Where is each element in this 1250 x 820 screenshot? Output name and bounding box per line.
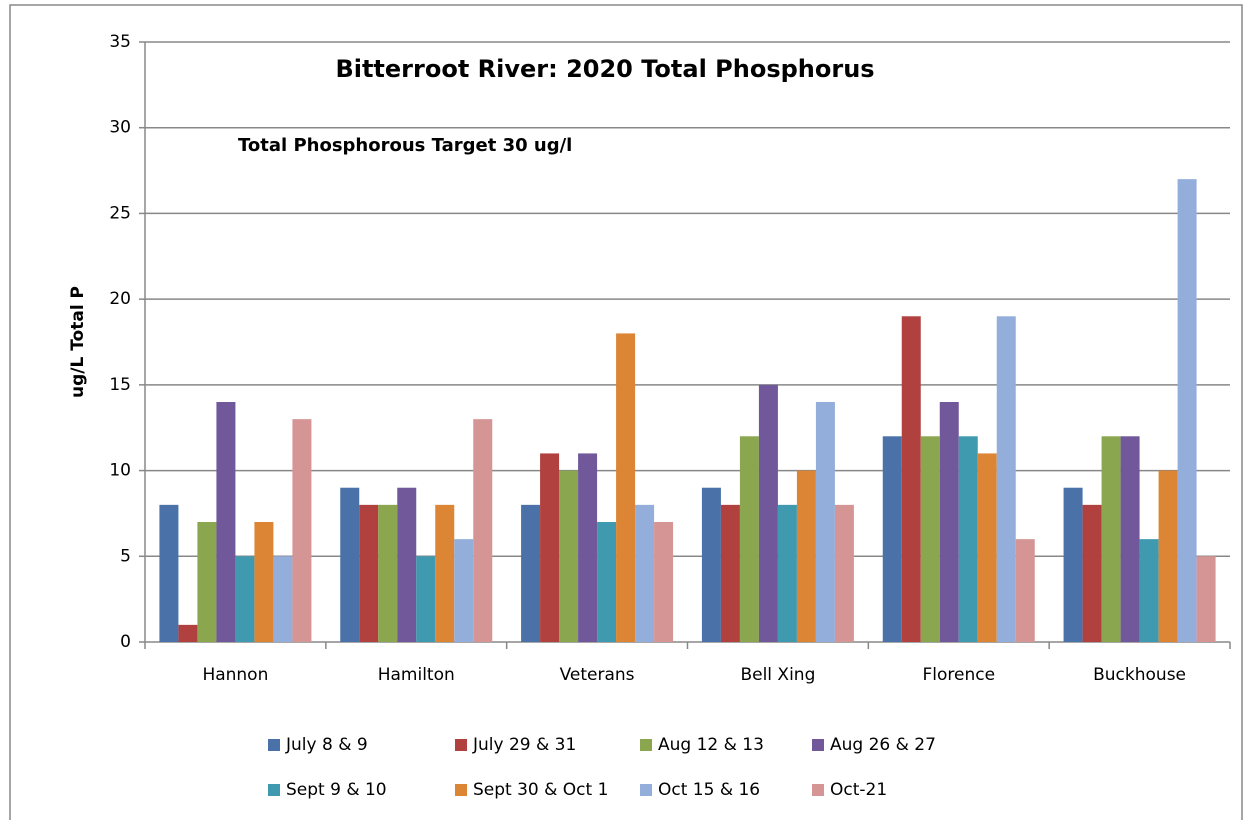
y-tick-label: 30 bbox=[109, 118, 131, 138]
bar bbox=[1101, 436, 1121, 642]
bar bbox=[1158, 470, 1178, 642]
legend-label: Oct-21 bbox=[830, 780, 887, 800]
bar bbox=[235, 556, 255, 642]
chart-border bbox=[9, 4, 1243, 820]
bar bbox=[635, 504, 655, 642]
legend-label: Aug 12 & 13 bbox=[658, 735, 764, 755]
x-tick-label: Bell Xing bbox=[740, 665, 815, 685]
legend-swatch bbox=[812, 739, 824, 751]
bar bbox=[159, 504, 179, 642]
annotation: Total Phosphorous Target 30 ug/l bbox=[238, 135, 572, 156]
bar bbox=[521, 504, 541, 642]
y-tick-label: 5 bbox=[120, 546, 131, 566]
bar bbox=[720, 504, 740, 642]
bar bbox=[540, 453, 560, 642]
y-tick-label: 35 bbox=[109, 32, 131, 52]
bar bbox=[834, 504, 854, 642]
bar bbox=[1196, 556, 1216, 642]
bar bbox=[1139, 539, 1159, 642]
bar bbox=[1063, 487, 1083, 642]
legend-swatch bbox=[455, 784, 467, 796]
legend-swatch bbox=[640, 739, 652, 751]
bar bbox=[378, 504, 398, 642]
bar bbox=[578, 453, 598, 642]
legend-label: July 29 & 31 bbox=[472, 735, 576, 755]
bar bbox=[435, 504, 455, 642]
legend-label: July 8 & 9 bbox=[285, 735, 368, 755]
bar bbox=[1015, 539, 1035, 642]
bar bbox=[273, 556, 293, 642]
bar bbox=[292, 419, 312, 642]
bar bbox=[416, 556, 436, 642]
legend-swatch bbox=[455, 739, 467, 751]
legend-label: Sept 30 & Oct 1 bbox=[473, 780, 608, 800]
bar bbox=[939, 402, 959, 642]
legend-swatch bbox=[640, 784, 652, 796]
legend-label: Aug 26 & 27 bbox=[830, 735, 936, 755]
chart-title: Bitterroot River: 2020 Total Phosphorus bbox=[335, 55, 874, 83]
legend-label: Sept 9 & 10 bbox=[286, 780, 387, 800]
bar bbox=[254, 522, 274, 642]
bar bbox=[796, 470, 816, 642]
bar bbox=[920, 436, 940, 642]
y-tick-label: 20 bbox=[109, 289, 131, 309]
legend-label: Oct 15 & 16 bbox=[658, 780, 760, 800]
y-tick-label: 0 bbox=[120, 632, 131, 652]
x-tick-label: Veterans bbox=[560, 665, 635, 685]
bar bbox=[1120, 436, 1140, 642]
legend-swatch bbox=[268, 784, 280, 796]
legend-swatch bbox=[268, 739, 280, 751]
y-tick-label: 15 bbox=[109, 375, 131, 395]
bar bbox=[473, 419, 493, 642]
x-tick-label: Buckhouse bbox=[1093, 665, 1186, 685]
bar bbox=[882, 436, 902, 642]
bar bbox=[958, 436, 978, 642]
y-axis-label: ug/L Total P bbox=[68, 286, 88, 398]
bar bbox=[359, 504, 379, 642]
bar bbox=[1177, 179, 1197, 642]
y-tick-label: 25 bbox=[109, 203, 131, 223]
bar bbox=[216, 402, 236, 642]
y-tick-label: 10 bbox=[109, 461, 131, 481]
bar bbox=[559, 470, 579, 642]
bar bbox=[340, 487, 360, 642]
bar bbox=[977, 453, 997, 642]
bar bbox=[815, 402, 835, 642]
bar bbox=[616, 333, 636, 642]
bar bbox=[178, 624, 198, 642]
bar bbox=[1082, 504, 1102, 642]
bar bbox=[901, 316, 921, 642]
bar bbox=[397, 487, 417, 642]
legend-swatch bbox=[812, 784, 824, 796]
bar bbox=[758, 384, 778, 642]
bar bbox=[197, 522, 217, 642]
x-tick-label: Florence bbox=[922, 665, 995, 685]
bar bbox=[454, 539, 474, 642]
bar bbox=[654, 522, 674, 642]
bar bbox=[597, 522, 617, 642]
bar bbox=[996, 316, 1016, 642]
bar bbox=[739, 436, 759, 642]
bar bbox=[701, 487, 721, 642]
bar bbox=[777, 504, 797, 642]
x-tick-label: Hamilton bbox=[378, 665, 455, 685]
x-tick-label: Hannon bbox=[202, 665, 268, 685]
